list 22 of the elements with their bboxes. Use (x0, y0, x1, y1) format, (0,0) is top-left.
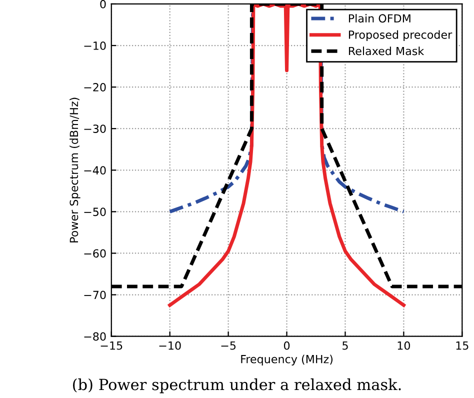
y-tick-label: −70 (84, 290, 106, 300)
x-tick-label: 0 (284, 341, 290, 350)
x-tick-label: −5 (221, 342, 236, 350)
x-axis-title: Frequency (MHz) (241, 354, 332, 366)
y-tick-label: −80 (84, 332, 106, 341)
y-tick-label: −60 (84, 249, 106, 258)
y-tick-label: 0 (100, 0, 106, 8)
y-tick-label: −30 (84, 124, 106, 133)
x-tick-label: 15 (456, 342, 468, 350)
y-tick-label: −50 (84, 208, 106, 216)
x-tick-label: −10 (159, 341, 181, 350)
y-tick-label: −10 (84, 41, 106, 50)
text: (b) Power spectrum under a relaxed mask. (73, 378, 401, 394)
y-axis-title: Power Spectrum (dBm/Hz) (70, 98, 80, 242)
legend-label: Proposed precoder (348, 30, 452, 42)
y-tick-label: −20 (84, 83, 106, 92)
x-tick-label: 5 (342, 342, 348, 350)
x-tick-label: −15 (100, 342, 122, 350)
x-tick-label: 10 (398, 341, 410, 350)
y-tick-label: −40 (84, 166, 106, 175)
legend-label: Relaxed Mask (348, 46, 424, 56)
legend-label: Plain OFDM (348, 14, 410, 23)
